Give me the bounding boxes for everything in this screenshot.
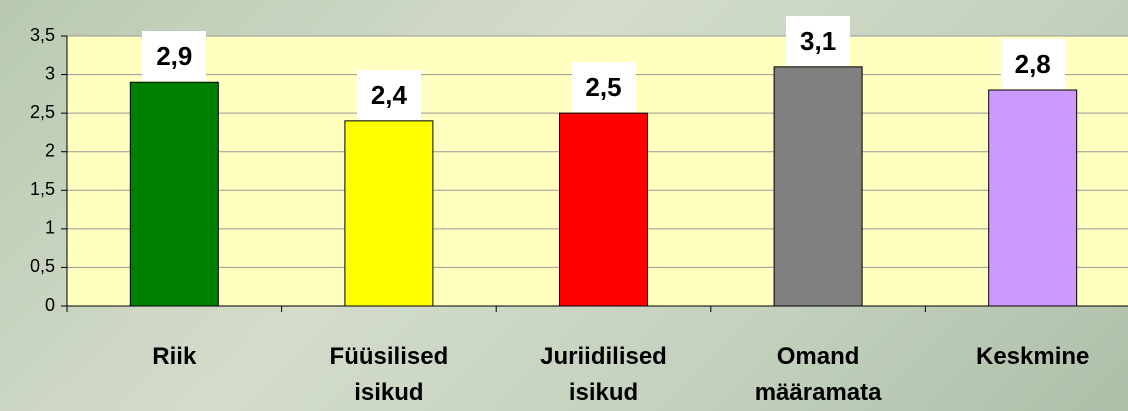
y-tick-label: 2 — [45, 140, 55, 160]
value-label: 2,8 — [1000, 39, 1065, 89]
x-tick-label: Keskmine — [975, 343, 1090, 370]
value-label: 2,9 — [142, 31, 207, 82]
x-tick-label: Riik — [152, 343, 197, 370]
y-tick-label: 3 — [45, 63, 55, 83]
x-tick-label: Omand määramata — [754, 343, 882, 406]
value-label: 2,4 — [356, 69, 421, 120]
bar — [773, 66, 863, 307]
value-label: 2,5 — [571, 62, 636, 113]
y-tick-label: 2,5 — [30, 102, 55, 122]
bar — [559, 112, 648, 307]
y-tick-label: 3,5 — [30, 25, 55, 45]
x-tick-label: Juriidilised isikud — [540, 343, 667, 406]
bar — [344, 120, 434, 307]
y-tick-label: 0,5 — [30, 256, 55, 276]
y-tick-label: 0 — [45, 295, 55, 315]
bar — [129, 81, 219, 307]
x-tick-label: Füüsilised isikud — [329, 343, 449, 406]
y-tick-label: 1 — [45, 218, 55, 238]
bar — [988, 89, 1078, 307]
value-label: 3,1 — [786, 15, 851, 66]
y-tick-label: 1,5 — [30, 179, 55, 199]
